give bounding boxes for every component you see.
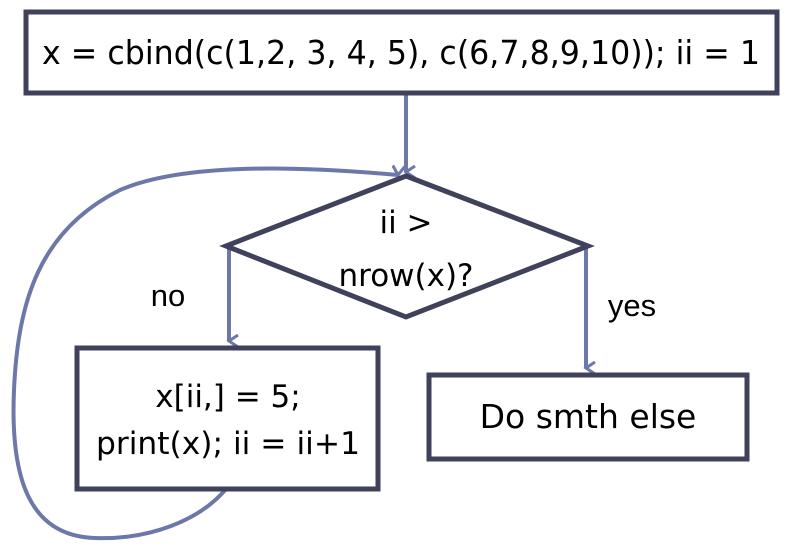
init-node: x = cbind(c(1,2, 3, 4, 5), c(6,7,8,9,10)…: [23, 9, 780, 96]
loop-body-line-1: x[ii,] = 5;: [155, 379, 300, 415]
loop-body-node: x[ii,] = 5; print(x); ii = ii+1: [74, 345, 381, 492]
loop-body-line-2: print(x); ii = ii+1: [96, 426, 360, 462]
init-node-text: x = cbind(c(1,2, 3, 4, 5), c(6,7,8,9,10)…: [42, 33, 760, 72]
edge-label-no: no: [151, 278, 185, 313]
else-node-text: Do smth else: [480, 397, 697, 436]
decision-line-1: ii >: [379, 205, 432, 241]
edge-label-yes: yes: [608, 288, 656, 323]
edges: [11, 95, 586, 541]
decision-line-2: nrow(x)?: [338, 258, 473, 294]
else-node: Do smth else: [426, 372, 750, 462]
edge-loop-back: [11, 168, 398, 541]
decision-node: ii > nrow(x)?: [219, 173, 595, 320]
